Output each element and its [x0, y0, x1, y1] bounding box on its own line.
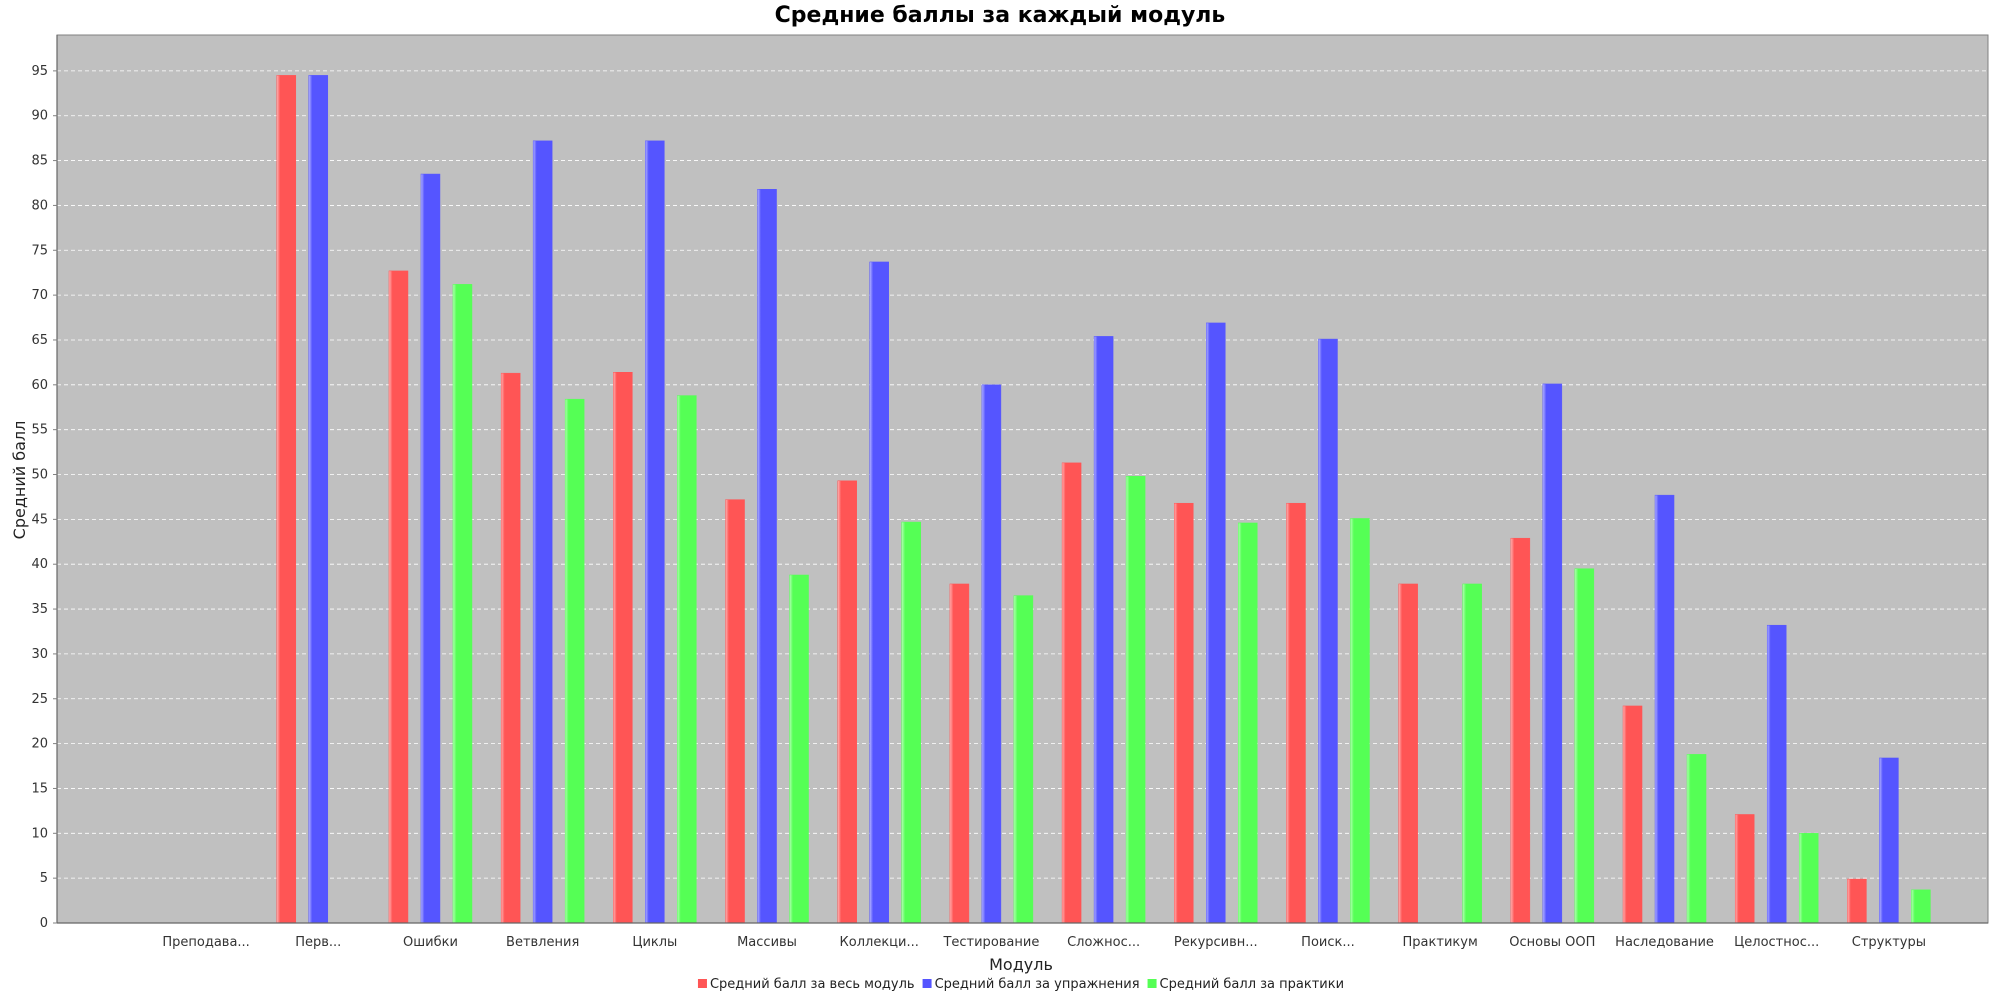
x-tick-label: Ветвления [506, 935, 579, 950]
bar-10-1 [1318, 338, 1338, 924]
y-tick-label: 30 [31, 647, 48, 662]
y-tick-label: 95 [31, 64, 48, 79]
bar-4-2 [677, 395, 697, 924]
legend-swatch [697, 979, 707, 988]
y-tick-label: 20 [31, 737, 48, 752]
bar-2-0 [388, 270, 409, 924]
bar-15-1 [1879, 757, 1899, 924]
bar-12-1 [1542, 383, 1563, 924]
x-tick-label: Преподава... [162, 935, 249, 950]
legend-item: Средний балл за практики [1147, 977, 1344, 992]
bar-1-1 [308, 75, 329, 924]
bar-8-1 [1093, 336, 1114, 924]
y-tick-label: 90 [31, 109, 48, 124]
x-tick-label: Практикум [1403, 935, 1478, 950]
bar-3-0 [500, 372, 521, 924]
bar-13-2 [1686, 754, 1707, 924]
bar-10-2 [1350, 518, 1370, 924]
x-tick-label: Массивы [737, 935, 797, 950]
x-tick-label: Целостнос... [1734, 935, 1819, 950]
y-tick-label: 40 [31, 557, 48, 572]
legend-swatch [1147, 979, 1157, 988]
y-tick-label: 50 [31, 468, 48, 483]
y-tick-label: 10 [31, 826, 48, 841]
legend-label: Средний балл за весь модуль [710, 977, 915, 992]
y-tick-label: 85 [31, 154, 48, 169]
y-tick-label: 15 [31, 781, 48, 796]
legend-item: Средний балл за упражнения [922, 977, 1140, 992]
bar-10-0 [1286, 502, 1306, 924]
bar-5-2 [789, 574, 809, 924]
bar-9-2 [1238, 522, 1258, 924]
y-tick-label: 25 [31, 692, 48, 707]
bar-14-1 [1766, 624, 1787, 924]
bar-9-1 [1206, 322, 1226, 924]
y-tick-label: 45 [31, 512, 48, 527]
bar-13-1 [1654, 494, 1675, 924]
bar-8-0 [1061, 462, 1082, 924]
chart-title: Средние баллы за каждый модуль [775, 3, 1226, 28]
legend-label: Средний балл за упражнения [935, 977, 1140, 992]
y-tick-label: 35 [31, 602, 48, 617]
bar-7-0 [949, 583, 970, 924]
x-axis-label: Модуль [989, 955, 1053, 974]
y-tick-label: 5 [40, 871, 48, 886]
bar-4-1 [645, 140, 665, 924]
bar-14-0 [1734, 814, 1755, 924]
x-tick-label: Циклы [632, 935, 677, 950]
bar-6-2 [901, 521, 921, 924]
bar-7-2 [1013, 595, 1034, 924]
y-axis-label: Средний балл [10, 421, 29, 540]
bar-1-0 [276, 75, 297, 924]
bar-15-0 [1847, 878, 1867, 924]
y-tick-labels: 0 5 10 15 20 25 30 35 40 45 50 55 60 65 70 75 80 85 90 95 [31, 64, 57, 931]
bar-5-0 [725, 499, 745, 924]
bar-7-1 [981, 384, 1002, 924]
y-tick-label: 75 [31, 243, 48, 258]
bar-8-2 [1125, 476, 1146, 924]
bar-11-0 [1398, 583, 1418, 924]
bar-2-2 [452, 284, 473, 924]
x-tick-label: Перв... [295, 935, 341, 950]
bar-2-1 [420, 173, 441, 924]
x-tick-label: Коллекци... [840, 935, 919, 950]
x-tick-label: Поиск... [1301, 935, 1355, 950]
x-tick-label: Наследование [1615, 935, 1714, 950]
legend: Средний балл за весь модуль Средний балл … [697, 977, 1344, 992]
y-tick-label: 80 [31, 198, 48, 213]
y-tick-label: 0 [40, 916, 48, 931]
bar-9-0 [1174, 502, 1194, 924]
bar-11-2 [1462, 583, 1482, 924]
bar-6-0 [837, 480, 857, 924]
y-tick-label: 55 [31, 423, 48, 438]
legend-swatch [922, 979, 932, 988]
y-tick-label: 70 [31, 288, 48, 303]
bar-13-0 [1622, 705, 1643, 924]
y-tick-label: 60 [31, 378, 48, 393]
bar-3-1 [532, 140, 553, 924]
bar-4-0 [613, 372, 633, 924]
x-tick-label: Ошибки [403, 935, 458, 950]
bar-15-2 [1911, 889, 1931, 924]
x-tick-label: Основы ООП [1509, 935, 1595, 950]
bar-6-1 [869, 261, 889, 924]
legend-label: Средний балл за практики [1160, 977, 1344, 992]
legend-item: Средний балл за весь модуль [697, 977, 915, 992]
x-tick-label: Сложнос... [1067, 935, 1140, 950]
bars [276, 75, 1931, 924]
bar-12-0 [1510, 537, 1531, 924]
y-tick-label: 65 [31, 333, 48, 348]
x-tick-label: Рекурсивн... [1174, 935, 1258, 950]
x-tick-label: Тестирование [942, 935, 1039, 950]
axes [56, 35, 1988, 924]
x-tick-labels: Преподава... Перв... Ошибки Ветвления Циклы М… [162, 935, 1926, 950]
bar-5-1 [757, 189, 777, 924]
bar-14-2 [1798, 833, 1819, 924]
x-tick-label: Структуры [1852, 935, 1926, 950]
bar-12-2 [1574, 568, 1595, 924]
bar-3-2 [564, 398, 585, 924]
